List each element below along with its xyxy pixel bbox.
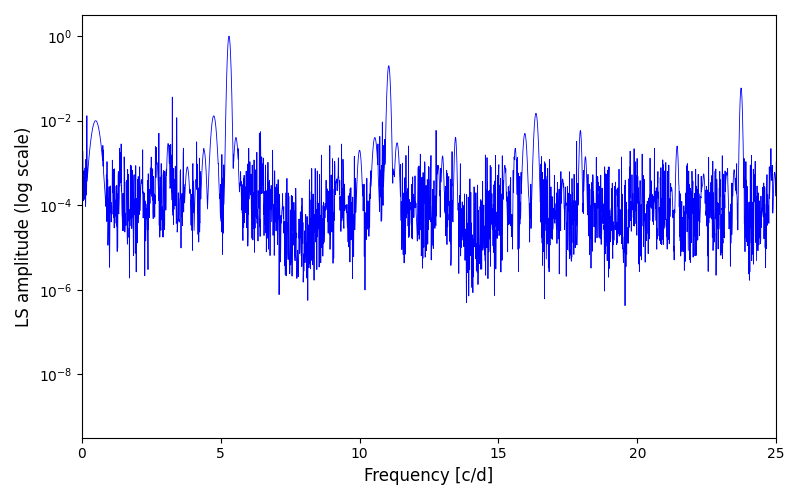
- X-axis label: Frequency [c/d]: Frequency [c/d]: [364, 467, 494, 485]
- Y-axis label: LS amplitude (log scale): LS amplitude (log scale): [15, 126, 33, 326]
